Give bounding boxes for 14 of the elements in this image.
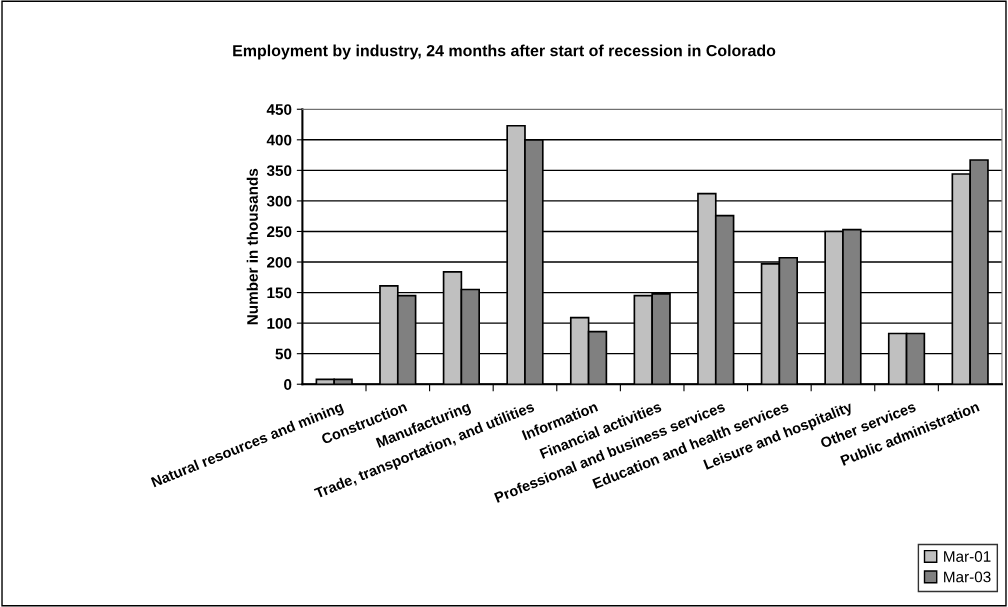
y-tick-label: 450 — [266, 104, 292, 115]
y-tick-label: 50 — [275, 348, 292, 360]
y-tick-label: 150 — [267, 287, 292, 299]
legend-label: Mar-01 — [944, 551, 991, 562]
y-tick-label: 350 — [266, 165, 292, 177]
y-tick-label: 200 — [267, 256, 292, 268]
y-axis-title: Number in thousands — [246, 168, 258, 325]
y-tick-label: 300 — [266, 195, 292, 207]
y-tick-label: 0 — [284, 379, 292, 390]
y-tick-label: 100 — [267, 317, 292, 329]
y-tick-label: 250 — [267, 226, 292, 238]
y-tick-label: 400 — [266, 134, 292, 146]
chart-title: Employment by industry, 24 months after start of recession in Colorado — [233, 44, 776, 60]
legend-label: Mar-03 — [944, 571, 991, 583]
